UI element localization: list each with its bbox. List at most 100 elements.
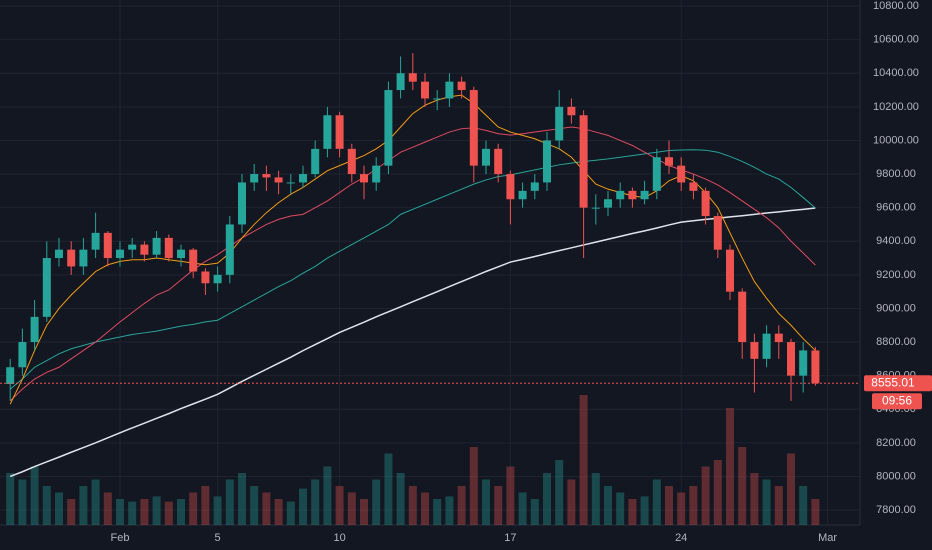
volume-bar: [91, 479, 100, 525]
y-tick-label: 10600.00: [873, 34, 919, 46]
volume-bar: [469, 447, 478, 525]
x-tick-label: Mar: [818, 532, 837, 544]
volume-bar: [628, 499, 637, 525]
volume-bar: [79, 486, 88, 525]
volume-bar: [579, 395, 588, 525]
candle-body: [750, 342, 759, 359]
candle-body: [567, 106, 576, 116]
volume-bar: [421, 492, 429, 525]
candle-body: [591, 207, 600, 209]
candle-body: [665, 157, 673, 166]
y-tick-label: 8800.00: [876, 336, 916, 348]
candle-body: [311, 148, 320, 175]
volume-bar: [482, 479, 490, 525]
candle-body: [323, 115, 332, 149]
volume-bar: [189, 492, 198, 525]
volume-bar: [750, 473, 759, 525]
volume-bar: [762, 479, 771, 525]
candle-body: [79, 249, 88, 267]
candle-body: [701, 190, 710, 217]
candle-body: [103, 232, 112, 259]
volume-bar: [201, 486, 210, 525]
last-price-box: [864, 375, 932, 392]
volume-bar: [530, 499, 539, 525]
volume-bar: [55, 492, 63, 525]
candle-body: [335, 115, 344, 149]
candle-body: [640, 190, 649, 200]
volume-bar: [433, 499, 442, 525]
volume-bar: [299, 488, 307, 525]
volume-bar: [103, 492, 112, 525]
volume-bar: [494, 486, 503, 525]
candle-body: [713, 216, 722, 250]
candle-body: [689, 182, 698, 191]
candle-body: [238, 182, 246, 225]
volume-bar: [665, 486, 673, 525]
volume-bar: [774, 486, 783, 525]
y-tick-label: 7800.00: [876, 504, 916, 516]
volume-bar: [140, 499, 149, 525]
y-tick-label: 9200.00: [876, 269, 916, 281]
y-tick-label: 9800.00: [876, 168, 916, 180]
candle-body: [372, 165, 381, 183]
candle-body: [421, 81, 429, 99]
y-tick-label: 9000.00: [876, 302, 916, 314]
x-tick-label: 10: [333, 532, 345, 544]
volume-bar: [384, 453, 393, 525]
candle-body: [189, 249, 198, 272]
candle-body: [55, 249, 63, 259]
y-tick-label: 10400.00: [873, 67, 919, 79]
candle-body: [128, 244, 137, 250]
candle-body: [91, 232, 100, 250]
y-tick-label: 10800.00: [873, 0, 919, 12]
volume-bar: [128, 501, 137, 525]
volume-bar: [286, 501, 295, 525]
candle-body: [408, 73, 417, 82]
moving-average-line: [9, 207, 816, 478]
candle-body: [18, 342, 27, 368]
volume-bar: [225, 479, 234, 525]
candle-body: [213, 274, 222, 284]
volume-bar: [726, 408, 734, 525]
volume-bar: [555, 460, 564, 525]
volume-bar: [811, 499, 820, 525]
volume-bar: [360, 499, 368, 525]
candle-body: [140, 244, 149, 255]
volume-bar: [177, 499, 185, 525]
volume-bar: [677, 492, 686, 525]
volume-bar: [445, 496, 454, 525]
candle-body: [530, 182, 539, 191]
volume-bar: [799, 486, 808, 525]
volume-bar: [689, 486, 698, 525]
volume-bar: [372, 479, 381, 525]
volume-bar: [213, 496, 222, 525]
candle-body: [811, 350, 820, 384]
volume-bar: [67, 499, 76, 525]
volume-bar: [30, 466, 39, 525]
candle-body: [396, 73, 405, 91]
candle-body: [482, 148, 490, 166]
moving-average-line: [9, 149, 816, 390]
candle-body: [469, 90, 478, 166]
candle-body: [518, 190, 527, 200]
volume-bar: [543, 473, 551, 525]
volume-bar: [701, 466, 710, 525]
candle-body: [799, 350, 808, 376]
volume-bar: [335, 486, 344, 525]
volume-bar: [616, 492, 625, 525]
candle-body: [445, 81, 454, 99]
volume-bar: [567, 479, 576, 525]
volume-bar: [640, 496, 649, 525]
candle-body: [177, 249, 185, 259]
countdown-box: [872, 393, 922, 410]
volume-bar: [604, 486, 612, 525]
volume-bar: [311, 479, 320, 525]
candle-body: [201, 271, 210, 284]
volume-bar: [323, 466, 332, 525]
x-tick-label: Feb: [111, 532, 130, 544]
volume-bar: [591, 473, 600, 525]
candle-body: [274, 177, 283, 183]
candle-body: [726, 249, 734, 292]
volume-bar: [396, 473, 405, 525]
